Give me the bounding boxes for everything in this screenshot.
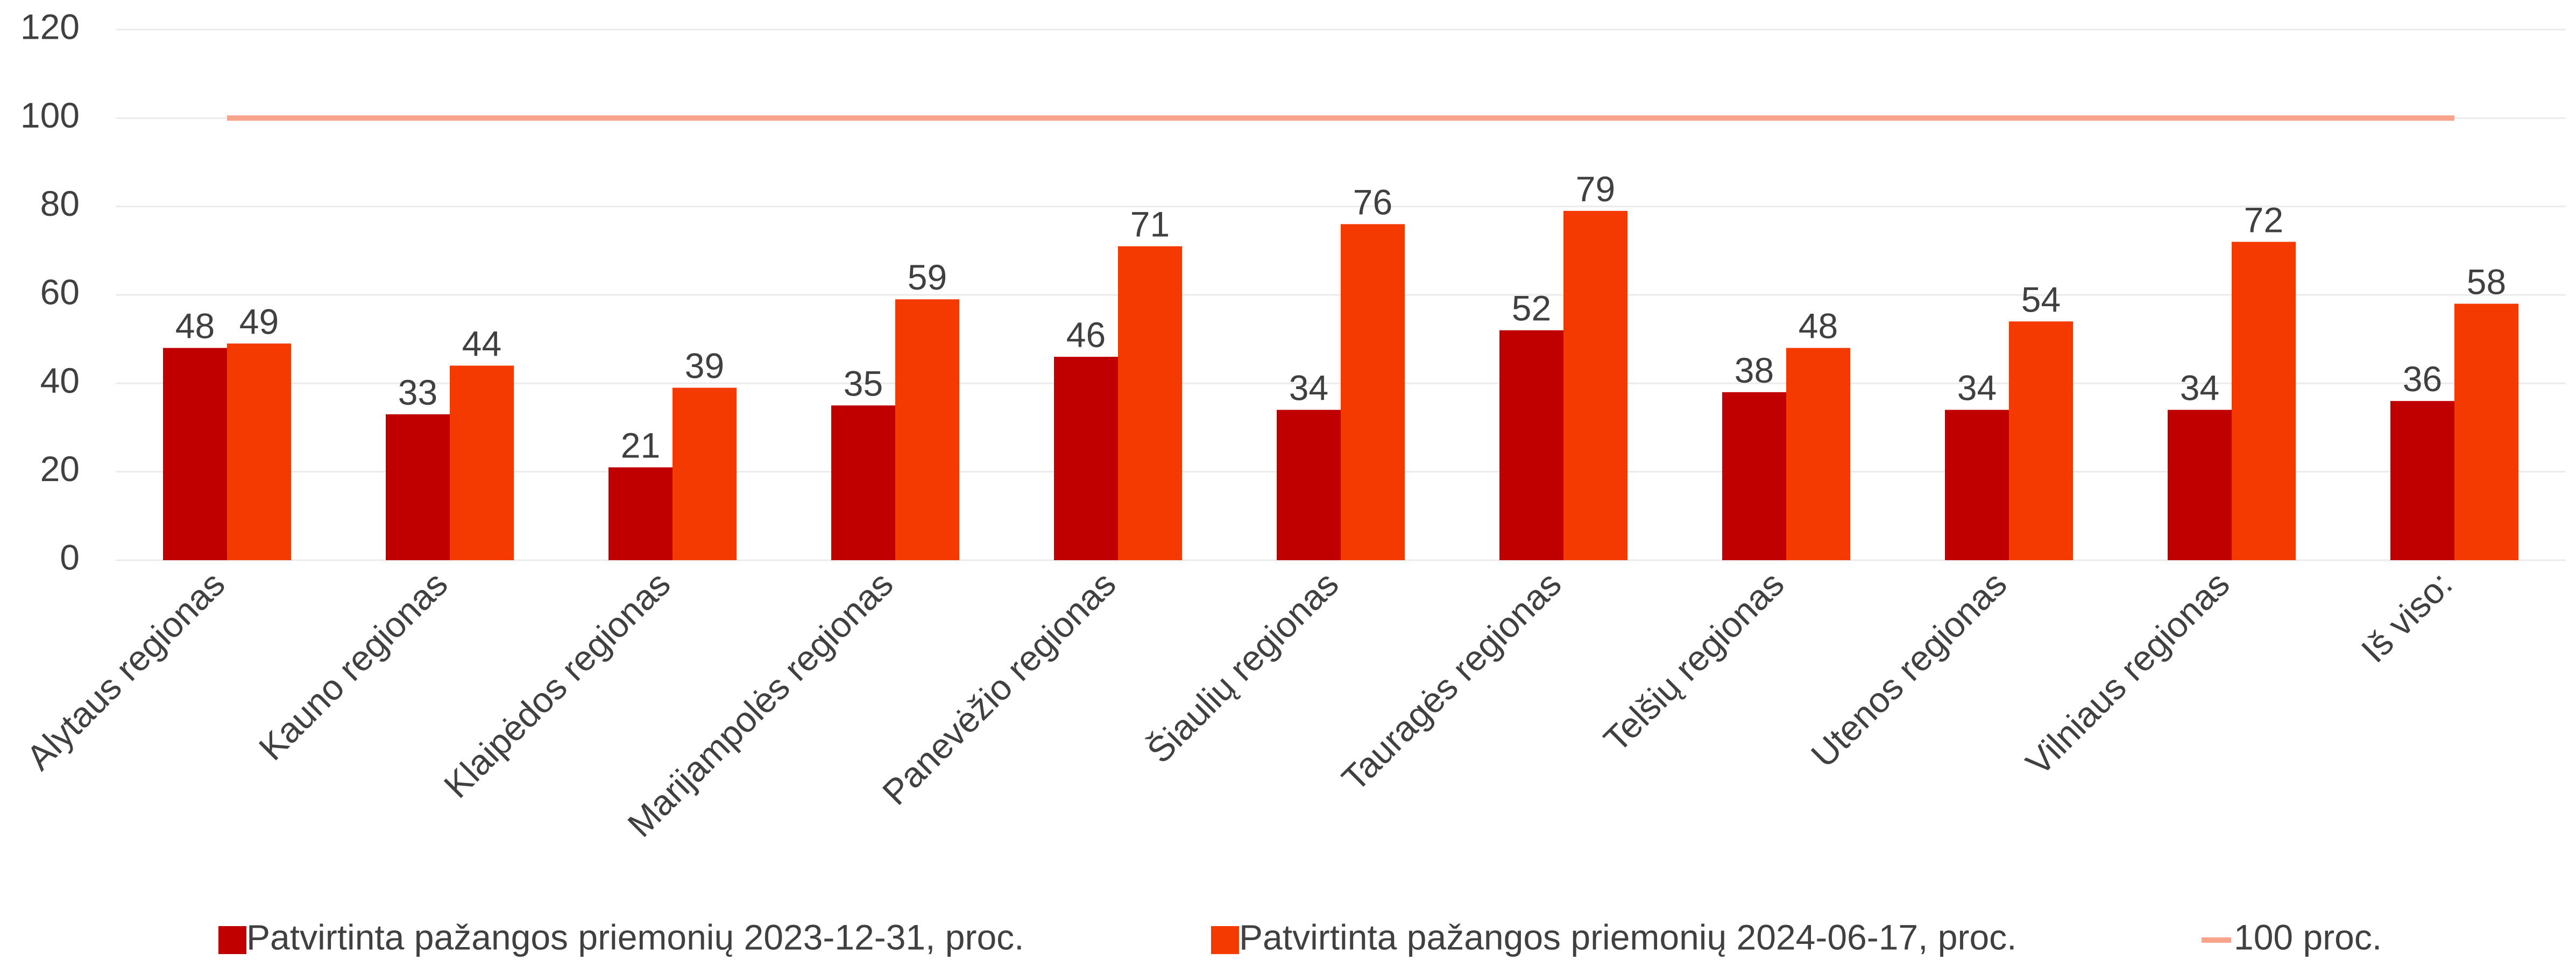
y-tick-label: 100 xyxy=(20,95,80,135)
x-tick-label: Iš viso: xyxy=(2353,564,2460,670)
data-label: 36 xyxy=(2403,359,2442,399)
legend-swatch xyxy=(1211,926,1239,954)
data-label: 33 xyxy=(398,372,437,412)
legend-label: Patvirtinta pažangos priemonių 2024-06-1… xyxy=(1239,917,2017,957)
bar xyxy=(450,365,514,560)
data-label: 54 xyxy=(2021,279,2061,319)
data-label: 72 xyxy=(2244,200,2283,239)
y-tick-label: 120 xyxy=(20,6,80,46)
legend-swatch xyxy=(218,926,246,954)
data-label: 35 xyxy=(844,363,883,403)
bar xyxy=(1118,246,1182,560)
bar xyxy=(831,405,895,560)
bar xyxy=(608,467,673,560)
legend-label: 100 proc. xyxy=(2234,917,2382,957)
data-label: 39 xyxy=(685,346,724,386)
bar xyxy=(1786,348,1850,560)
x-tick-label: Klaipėdos regionas xyxy=(436,564,678,806)
bar xyxy=(1341,224,1405,560)
data-label: 34 xyxy=(1289,368,1328,408)
data-label: 49 xyxy=(239,301,279,341)
x-tick-label: Telšių regionas xyxy=(1596,564,1792,760)
data-label: 34 xyxy=(2180,368,2219,408)
data-label: 71 xyxy=(1130,204,1170,244)
bar xyxy=(2168,410,2232,560)
data-label: 48 xyxy=(175,306,215,346)
bar xyxy=(2454,303,2518,560)
bar xyxy=(386,414,450,560)
y-tick-label: 20 xyxy=(40,449,80,489)
x-tick-label: Šiaulių regionas xyxy=(1139,564,1346,771)
data-label: 21 xyxy=(621,425,660,465)
y-tick-label: 80 xyxy=(40,183,80,223)
data-label: 58 xyxy=(2467,262,2506,301)
bar xyxy=(2009,321,2073,560)
bar xyxy=(673,387,737,560)
bar xyxy=(163,348,227,560)
x-tick-label: Utenos regionas xyxy=(1803,564,2014,775)
data-label: 48 xyxy=(1799,306,1838,346)
data-label: 38 xyxy=(1735,350,1774,390)
x-tick-label: Alytaus regionas xyxy=(19,564,232,778)
x-tick-label: Tauragės regionas xyxy=(1334,564,1569,799)
data-label: 46 xyxy=(1066,315,1106,355)
bar xyxy=(2232,242,2296,560)
data-label: 44 xyxy=(462,323,501,363)
data-label: 76 xyxy=(1353,182,1392,222)
bar xyxy=(1722,392,1786,560)
bar xyxy=(1945,410,2009,560)
bar xyxy=(1563,210,1627,561)
data-label: 79 xyxy=(1576,169,1615,209)
y-tick-label: 60 xyxy=(40,272,80,312)
x-tick-label: Kauno regionas xyxy=(251,564,455,768)
data-label: 34 xyxy=(1957,368,1997,408)
x-tick-label: Panevėžio regionas xyxy=(875,564,1123,813)
bar xyxy=(1499,330,1563,560)
y-tick-label: 0 xyxy=(60,537,80,577)
bar xyxy=(2390,401,2454,560)
bar xyxy=(1054,357,1118,560)
bar xyxy=(895,299,959,560)
y-tick-label: 40 xyxy=(40,361,80,400)
x-tick-label: Vilniaus regionas xyxy=(2018,564,2237,783)
bar xyxy=(1277,410,1341,560)
bar xyxy=(227,343,291,560)
data-label: 52 xyxy=(1512,288,1551,328)
legend-label: Patvirtinta pažangos priemonių 2023-12-3… xyxy=(246,917,1024,957)
data-label: 59 xyxy=(908,257,947,297)
